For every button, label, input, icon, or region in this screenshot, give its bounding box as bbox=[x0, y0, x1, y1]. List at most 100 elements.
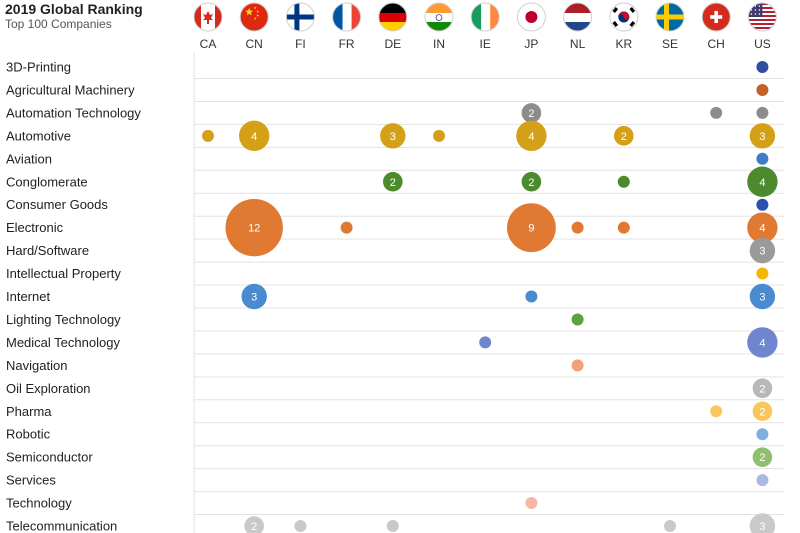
bubble-consumer-goods-us bbox=[756, 198, 769, 211]
bubble-value-label: 3 bbox=[251, 292, 257, 304]
bubble-conglomerate-kr bbox=[617, 175, 630, 188]
bubble-conglomerate-de bbox=[383, 171, 403, 192]
category-label-pharma: Pharma bbox=[6, 404, 52, 419]
south-korea-flag-icon bbox=[609, 3, 638, 31]
country-label-se: SE bbox=[662, 37, 678, 51]
bubble-conglomerate-us bbox=[747, 166, 778, 197]
country-label-kr: KR bbox=[615, 37, 632, 51]
bubble-medical-technology-ie bbox=[479, 336, 492, 349]
bubble-internet-jp bbox=[525, 290, 538, 303]
bubble-automotive-kr bbox=[614, 126, 634, 146]
category-label-hard-software: Hard/Software bbox=[6, 243, 89, 258]
bubble-medical-technology-us bbox=[747, 327, 778, 358]
bubble-value-label: 2 bbox=[251, 521, 257, 533]
flag-border bbox=[609, 2, 639, 32]
bubble-automation-technology-us bbox=[756, 106, 769, 119]
bubble-automation-technology-ch bbox=[710, 106, 723, 119]
bubble-telecommunication-cn bbox=[244, 516, 264, 533]
bubble-value-label: 2 bbox=[759, 406, 765, 418]
chart-subtitle: Top 100 Companies bbox=[5, 17, 112, 31]
bubble-value-label: 4 bbox=[759, 337, 765, 349]
country-label-fr: FR bbox=[339, 37, 355, 51]
india-flag-icon bbox=[425, 3, 453, 31]
bubble-oil-exploration-us bbox=[752, 378, 773, 399]
bubble-automotive-cn bbox=[239, 120, 270, 152]
bubble-pharma-us bbox=[752, 401, 773, 422]
flag-border bbox=[285, 2, 315, 32]
bubble-electronic-us bbox=[747, 212, 778, 243]
bubble-value-label: 9 bbox=[528, 223, 534, 235]
bubble-automotive-us bbox=[749, 123, 776, 149]
bubble-3d-printing-us bbox=[756, 61, 769, 73]
category-label-oil-exploration: Oil Exploration bbox=[6, 381, 91, 396]
category-label-telecommunication: Telecommunication bbox=[6, 519, 117, 533]
category-label-automation-technology: Automation Technology bbox=[6, 105, 141, 120]
bubble-lighting-technology-nl bbox=[571, 313, 584, 326]
bubble-internet-us bbox=[749, 283, 776, 310]
country-label-in: IN bbox=[433, 37, 445, 51]
sweden-flag-icon bbox=[656, 3, 684, 31]
category-label-services: Services bbox=[6, 473, 56, 488]
bubble-telecommunication-us bbox=[749, 513, 776, 533]
bubble-value-label: 3 bbox=[759, 292, 765, 304]
bubble-telecommunication-se bbox=[664, 520, 676, 532]
flag-border bbox=[424, 2, 454, 32]
category-label-aviation: Aviation bbox=[6, 151, 52, 166]
bubble-conglomerate-jp bbox=[521, 171, 542, 192]
flag-border bbox=[655, 2, 685, 32]
bubble-value-label: 4 bbox=[759, 223, 765, 235]
bubble-automotive-de bbox=[380, 123, 406, 149]
chart-title: 2019 Global Ranking bbox=[5, 1, 143, 17]
canada-flag-icon bbox=[194, 3, 222, 31]
country-label-cn: CN bbox=[246, 37, 263, 51]
flag-border bbox=[332, 2, 362, 32]
category-label-internet: Internet bbox=[6, 289, 50, 304]
usa-flag-icon bbox=[748, 3, 777, 31]
category-label-lighting-technology: Lighting Technology bbox=[6, 312, 121, 327]
flag-border bbox=[470, 2, 500, 32]
bubble-value-label: 2 bbox=[528, 177, 534, 189]
france-flag-icon bbox=[332, 3, 361, 31]
country-label-de: DE bbox=[384, 37, 401, 51]
bubble-semiconductor-us bbox=[752, 447, 773, 467]
country-label-nl: NL bbox=[570, 37, 586, 51]
flag-border bbox=[378, 2, 408, 32]
country-label-us: US bbox=[754, 37, 771, 51]
bubble-value-label: 3 bbox=[759, 521, 765, 533]
japan-flag-icon bbox=[517, 3, 546, 31]
bubble-value-label: 2 bbox=[759, 383, 765, 395]
bubble-value-label: 2 bbox=[621, 131, 627, 143]
bubble-pharma-ch bbox=[710, 405, 723, 418]
bubble-value-label: 3 bbox=[390, 131, 396, 143]
bubble-value-label: 3 bbox=[759, 131, 765, 143]
country-label-jp: JP bbox=[524, 37, 538, 51]
bubble-value-label: 4 bbox=[251, 131, 257, 143]
bubble-value-label: 12 bbox=[248, 223, 260, 235]
bubble-automation-technology-jp bbox=[521, 103, 542, 123]
bubble-automotive-in bbox=[433, 129, 445, 142]
country-label-ca: CA bbox=[200, 37, 217, 51]
bubble-automotive-ca bbox=[202, 129, 214, 142]
bubble-intellectual-property-us bbox=[756, 267, 769, 280]
bubble-electronic-fr bbox=[340, 221, 353, 234]
category-label-3d-printing: 3D-Printing bbox=[6, 60, 71, 75]
flag-border bbox=[563, 2, 593, 32]
flag-border bbox=[701, 2, 731, 32]
category-label-medical-technology: Medical Technology bbox=[6, 335, 120, 350]
flag-border bbox=[193, 2, 223, 32]
bubble-telecommunication-fi bbox=[294, 520, 307, 532]
bubble-value-label: 4 bbox=[759, 177, 765, 189]
category-label-electronic: Electronic bbox=[6, 220, 64, 235]
bubble-electronic-kr bbox=[617, 221, 630, 234]
category-label-conglomerate: Conglomerate bbox=[6, 174, 88, 189]
bubble-value-label: 2 bbox=[759, 452, 765, 464]
germany-flag-icon bbox=[378, 3, 407, 31]
category-label-agricultural-machinery: Agricultural Machinery bbox=[6, 82, 135, 97]
ireland-flag-icon bbox=[471, 3, 500, 31]
bubble-automotive-jp bbox=[516, 120, 547, 152]
flag-border bbox=[516, 2, 546, 32]
switzerland-flag-icon bbox=[702, 3, 731, 31]
country-label-ie: IE bbox=[480, 37, 491, 51]
bubble-value-label: 2 bbox=[390, 177, 396, 189]
